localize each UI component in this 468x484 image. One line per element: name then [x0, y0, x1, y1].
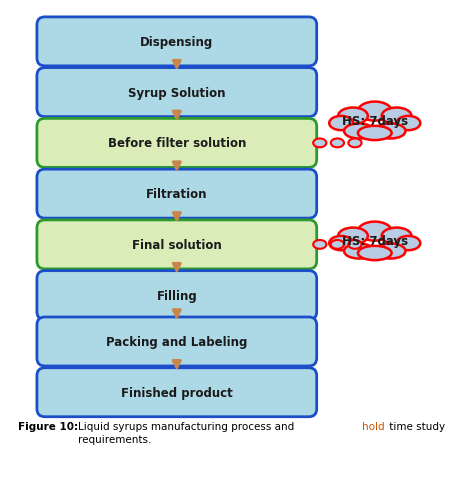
Text: time study: time study: [386, 421, 445, 431]
Ellipse shape: [358, 102, 392, 121]
Text: Syrup Solution: Syrup Solution: [128, 87, 226, 99]
Text: Figure 10:: Figure 10:: [18, 421, 79, 431]
FancyBboxPatch shape: [37, 18, 317, 67]
Text: Finished product: Finished product: [121, 386, 233, 399]
Ellipse shape: [331, 241, 344, 249]
FancyBboxPatch shape: [37, 318, 317, 366]
Ellipse shape: [376, 244, 405, 259]
Text: HS: 7days: HS: 7days: [342, 235, 408, 248]
Ellipse shape: [331, 139, 344, 148]
Ellipse shape: [358, 246, 392, 260]
Text: hold: hold: [362, 421, 384, 431]
Text: Packing and Labeling: Packing and Labeling: [106, 335, 248, 348]
Ellipse shape: [382, 108, 411, 125]
FancyBboxPatch shape: [37, 170, 317, 219]
Ellipse shape: [358, 222, 392, 241]
Ellipse shape: [382, 228, 411, 245]
Ellipse shape: [313, 241, 326, 249]
Ellipse shape: [344, 244, 374, 259]
Ellipse shape: [348, 241, 362, 249]
Ellipse shape: [348, 139, 362, 148]
Text: Filling: Filling: [156, 289, 197, 302]
Text: Liquid syrups manufacturing process and: Liquid syrups manufacturing process and: [78, 421, 297, 431]
FancyBboxPatch shape: [37, 68, 317, 118]
Ellipse shape: [376, 124, 405, 139]
Ellipse shape: [344, 124, 374, 139]
Text: requirements.: requirements.: [78, 434, 151, 444]
Ellipse shape: [329, 117, 353, 131]
FancyBboxPatch shape: [37, 220, 317, 269]
Text: Before filter solution: Before filter solution: [108, 137, 246, 150]
Ellipse shape: [358, 126, 392, 141]
Ellipse shape: [396, 236, 420, 251]
FancyBboxPatch shape: [37, 271, 317, 320]
Text: Filtration: Filtration: [146, 188, 208, 201]
Ellipse shape: [329, 236, 353, 251]
Ellipse shape: [338, 108, 368, 125]
Text: Dispensing: Dispensing: [140, 36, 213, 49]
Ellipse shape: [338, 228, 368, 245]
FancyBboxPatch shape: [37, 368, 317, 417]
Ellipse shape: [396, 117, 420, 131]
Ellipse shape: [313, 139, 326, 148]
FancyBboxPatch shape: [37, 119, 317, 168]
Text: HS: 7days: HS: 7days: [342, 115, 408, 128]
Text: Final solution: Final solution: [132, 239, 222, 251]
